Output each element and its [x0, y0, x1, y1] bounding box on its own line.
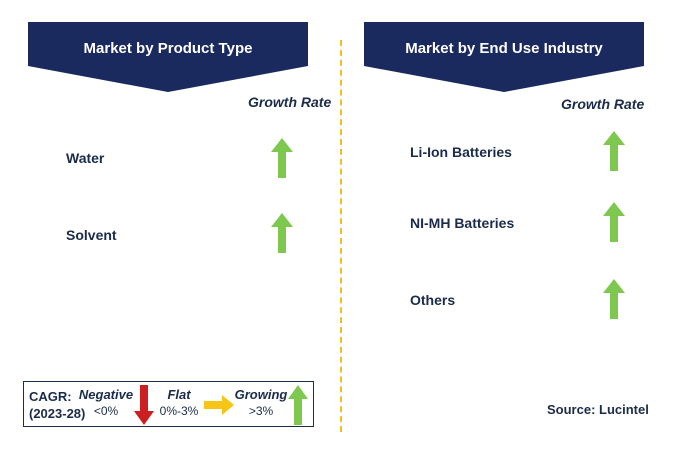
cagr-legend: CAGR: (2023-28) Negative <0% Flat 0%-3% …: [23, 381, 314, 427]
legend-growing-range: >3%: [248, 404, 274, 418]
legend-negative-title: Negative: [78, 387, 134, 402]
right-panel-title: Market by End Use Industry: [405, 40, 603, 57]
up-arrow-icon: [271, 213, 293, 253]
right-arrow-icon: [204, 395, 234, 415]
product-type-water-label: Water: [66, 150, 105, 166]
legend-negative-range: <0%: [93, 404, 119, 418]
left-growth-rate-header: Growth Rate: [248, 94, 332, 110]
right-growth-rate-header: Growth Rate: [561, 96, 645, 112]
right-panel-banner: Market by End Use Industry: [364, 22, 644, 92]
end-use-ni-mh-label: NI-MH Batteries: [410, 215, 515, 231]
cagr-label: CAGR:: [29, 389, 72, 404]
down-arrow-icon: [134, 385, 154, 425]
end-use-others-label: Others: [410, 292, 456, 308]
left-panel-title: Market by Product Type: [83, 40, 253, 57]
legend-growing-title: Growing: [234, 387, 288, 402]
product-type-solvent-label: Solvent: [66, 227, 117, 243]
banner-shape: [28, 22, 308, 92]
cagr-label-block: CAGR: (2023-28): [29, 388, 85, 422]
banner-shape: [364, 22, 644, 92]
legend-flat-range: 0%-3%: [159, 404, 199, 418]
up-arrow-icon: [603, 202, 625, 242]
panel-divider: [340, 40, 342, 432]
up-arrow-icon: [603, 279, 625, 319]
legend-flat-title: Flat: [167, 387, 191, 402]
up-arrow-icon: [271, 138, 293, 178]
up-arrow-icon: [603, 131, 625, 171]
cagr-period: (2023-28): [29, 406, 86, 421]
source-label: Source: Lucintel: [547, 402, 649, 417]
end-use-li-ion-label: Li-Ion Batteries: [410, 144, 512, 160]
left-panel-banner: Market by Product Type: [28, 22, 308, 92]
up-arrow-icon: [288, 385, 308, 425]
